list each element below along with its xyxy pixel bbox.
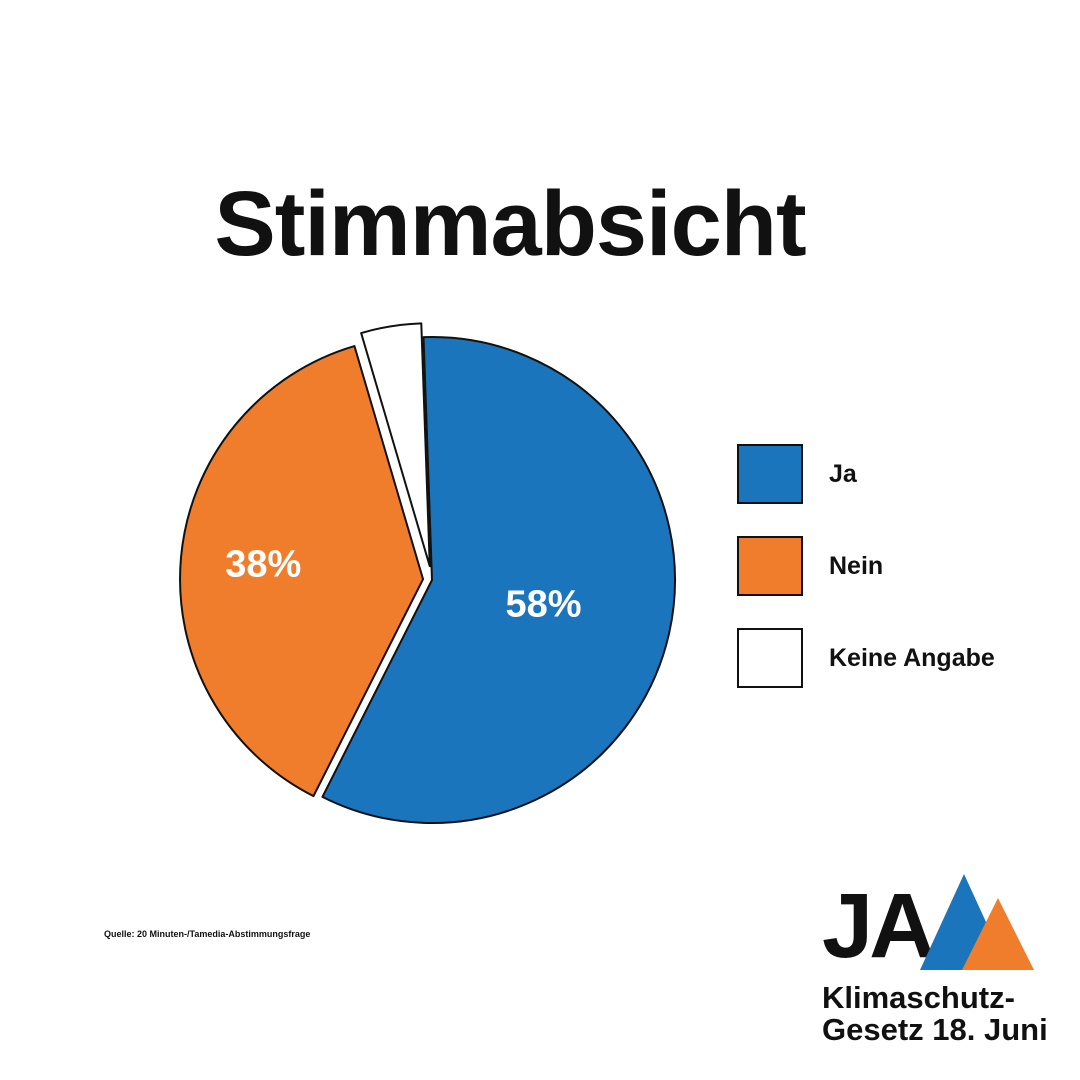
- mountain-orange-shape: [962, 898, 1034, 970]
- legend-label-ja: Ja: [829, 459, 857, 488]
- legend-swatch-ja: [737, 444, 803, 504]
- campaign-logo: JA Klimaschutz- Gesetz 18. Juni: [820, 870, 1048, 1045]
- pie-label-nein: 38%: [225, 544, 301, 586]
- mountain-icon: [920, 874, 1034, 970]
- pie-slice-nein: [179, 345, 425, 798]
- source-note: Quelle: 20 Minuten-/Tamedia-Abstimmungsf…: [104, 929, 311, 939]
- legend-item-keine-angabe: Keine Angabe: [737, 627, 995, 689]
- pie-label-ja: 58%: [506, 584, 582, 626]
- legend-swatch-nein: [737, 536, 803, 596]
- legend-label-nein: Nein: [829, 551, 884, 580]
- legend-item-ja: Ja: [737, 443, 995, 505]
- chart-title: Stimmabsicht: [214, 173, 806, 275]
- legend: Ja Nein Keine Angabe: [737, 443, 995, 719]
- legend-item-nein: Nein: [737, 535, 995, 597]
- logo-mark-text: JA: [822, 875, 936, 977]
- legend-label-keine-angabe: Keine Angabe: [829, 643, 995, 672]
- logo-line-1: Klimaschutz-: [822, 980, 1015, 1015]
- pie-slice-keine-angabe: [360, 322, 431, 568]
- legend-swatch-keine-angabe: [737, 628, 803, 688]
- pie-slice-ja: [321, 336, 676, 824]
- logo-line-2: Gesetz 18. Juni: [822, 1012, 1048, 1047]
